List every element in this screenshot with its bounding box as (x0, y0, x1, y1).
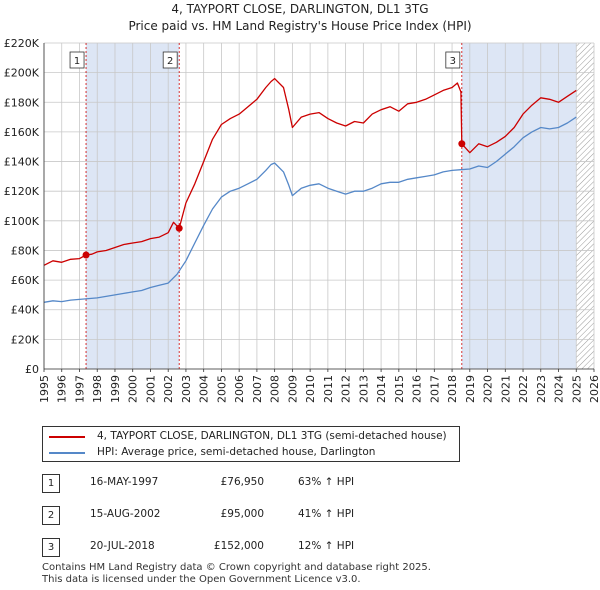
legend: 4, TAYPORT CLOSE, DARLINGTON, DL1 3TG (s… (42, 426, 460, 462)
x-tick-label: 2015 (393, 375, 406, 403)
chart-subtitle: Price paid vs. HM Land Registry's House … (128, 19, 472, 33)
y-tick-label: £220K (4, 37, 40, 50)
x-tick-label: 1995 (38, 375, 51, 403)
chart-title: 4, TAYPORT CLOSE, DARLINGTON, DL1 3TG (171, 2, 429, 16)
x-tick-label: 2012 (340, 375, 353, 403)
x-tick-label: 2019 (464, 375, 477, 403)
x-tick-label: 2011 (322, 375, 335, 403)
y-tick-label: £120K (4, 185, 40, 198)
x-tick-label: 2002 (162, 375, 175, 403)
x-tick-label: 2000 (127, 375, 140, 403)
sale-hpi-change: 63% ↑ HPI (298, 476, 355, 488)
sale-number-badge: 1 (42, 474, 60, 493)
x-tick-label: 2020 (482, 375, 495, 403)
y-tick-label: £0 (25, 363, 39, 376)
y-tick-label: £160K (4, 126, 40, 139)
x-tick-label: 1997 (73, 375, 86, 403)
ownership-band (461, 43, 577, 369)
sale-price: £152,000 (213, 540, 264, 552)
y-tick-label: £60K (11, 274, 40, 287)
footer-licence: This data is licensed under the Open Gov… (42, 574, 361, 585)
x-tick-label: 2023 (535, 375, 548, 403)
x-tick-label: 2004 (198, 375, 211, 403)
x-tick-label: 2005 (215, 375, 228, 403)
sale-number-badge: 3 (42, 538, 60, 557)
x-tick-label: 2007 (251, 375, 264, 403)
legend-label-price: 4, TAYPORT CLOSE, DARLINGTON, DL1 3TG (s… (97, 430, 447, 442)
x-tick-label: 1998 (91, 375, 104, 403)
x-tick-label: 2010 (304, 375, 317, 403)
hpi-line (43, 116, 577, 303)
footer-copyright: Contains HM Land Registry data © Crown c… (42, 562, 431, 573)
sale-label-box (445, 51, 461, 69)
y-tick-label: £180K (4, 96, 40, 109)
sale-label: 1 (74, 56, 80, 67)
x-tick-label: 1999 (109, 375, 122, 403)
sale-number-badge: 2 (42, 506, 60, 525)
table-row: 3 20-JUL-2018 £152,000 12% ↑ HPI (42, 538, 402, 558)
y-tick-label: £20K (11, 333, 40, 346)
price-chart: 1 2 3 £0 £20K £40K £60K £80K £100K £120K £140K £160… (4, 37, 600, 403)
y-tick-label: £100K (4, 215, 40, 228)
x-tick-label: 2018 (446, 375, 459, 403)
legend-swatch-hpi (49, 452, 85, 454)
sale-label: 3 (450, 56, 456, 67)
x-tick-label: 2026 (588, 375, 600, 403)
sale-label-box (162, 51, 178, 69)
x-tick-label: 2006 (233, 375, 246, 403)
sale-hpi-change: 12% ↑ HPI (298, 540, 355, 552)
sale-point (175, 224, 183, 232)
y-tick-label: £140K (4, 156, 40, 169)
sale-point (82, 251, 90, 259)
y-tick-label: £80K (11, 244, 40, 257)
forecast-hatch (576, 43, 594, 369)
sale-date: 15-AUG-2002 (90, 508, 161, 520)
table-row: 2 15-AUG-2002 £95,000 41% ↑ HPI (42, 506, 402, 526)
y-tick-label: £200K (4, 67, 40, 80)
x-tick-label: 2025 (570, 375, 583, 403)
sale-point (458, 140, 466, 148)
sale-label: 2 (167, 56, 173, 67)
y-tick-label: £40K (11, 304, 40, 317)
x-tick-label: 2024 (553, 375, 566, 403)
price-paid-line (43, 77, 577, 266)
x-tick-label: 2001 (144, 375, 157, 403)
legend-label-hpi: HPI: Average price, semi-detached house,… (97, 446, 376, 458)
sale-price: £76,950 (220, 476, 264, 488)
x-tick-label: 2003 (180, 375, 193, 403)
x-tick-label: 2013 (357, 375, 370, 403)
x-tick-label: 2022 (517, 375, 530, 403)
legend-swatch-price (49, 436, 85, 438)
x-tick-label: 2009 (286, 375, 299, 403)
sale-hpi-change: 41% ↑ HPI (298, 508, 355, 520)
x-tick-label: 2014 (375, 375, 388, 403)
x-tick-label: 2017 (428, 375, 441, 403)
sale-date: 20-JUL-2018 (90, 540, 155, 552)
x-tick-label: 2016 (411, 375, 424, 403)
x-tick-label: 1996 (56, 375, 69, 403)
x-tick-label: 2021 (499, 375, 512, 403)
sale-price: £95,000 (220, 508, 264, 520)
table-row: 1 16-MAY-1997 £76,950 63% ↑ HPI (42, 474, 402, 494)
sale-label-box (69, 51, 85, 69)
sale-date: 16-MAY-1997 (90, 476, 159, 488)
x-tick-label: 2008 (269, 375, 282, 403)
